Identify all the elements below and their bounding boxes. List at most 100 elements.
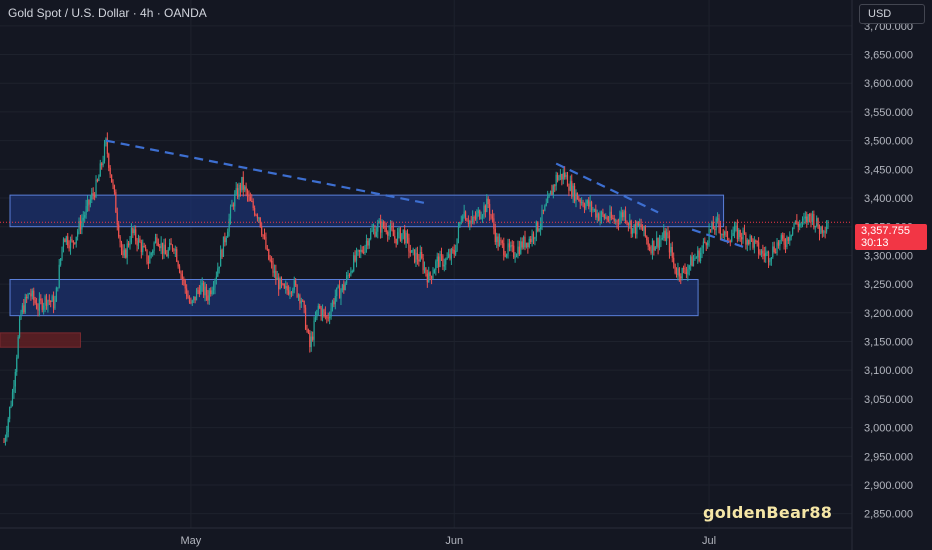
candle-body xyxy=(370,231,372,240)
candle-body xyxy=(724,231,726,236)
candle-body xyxy=(682,267,685,269)
candle-body xyxy=(687,269,689,275)
candle-body xyxy=(506,254,508,257)
candle-body xyxy=(304,307,307,330)
candle-body xyxy=(381,221,383,233)
candle-body xyxy=(671,247,673,258)
candle-body xyxy=(712,222,714,230)
candle-body xyxy=(144,247,147,250)
candle-body xyxy=(698,250,700,261)
candle-body xyxy=(649,246,651,250)
candle-body xyxy=(270,260,273,263)
candle-body xyxy=(799,223,801,227)
candle-body xyxy=(820,226,822,234)
candle-body xyxy=(599,216,601,221)
candle-body xyxy=(176,249,178,262)
candle-body xyxy=(491,216,494,219)
candle-body xyxy=(33,290,35,300)
currency-selector[interactable]: USD xyxy=(859,4,925,24)
candle-body xyxy=(552,185,554,195)
candle-body xyxy=(266,248,268,250)
candle-body xyxy=(446,257,448,260)
candle-body xyxy=(421,251,423,258)
candle-body xyxy=(64,239,66,243)
candle-body xyxy=(351,271,353,273)
candle-body xyxy=(402,229,404,234)
candle-body xyxy=(293,280,295,290)
candle-body xyxy=(517,246,519,256)
candle-body xyxy=(711,222,713,231)
candle-body xyxy=(412,249,414,251)
candle-body xyxy=(75,236,77,244)
candle-body xyxy=(752,238,754,248)
candle-body xyxy=(670,247,672,253)
candle-body xyxy=(319,305,321,308)
candle-body xyxy=(472,217,474,223)
candle-body xyxy=(79,221,82,230)
candle-body xyxy=(632,228,634,234)
candle-body xyxy=(224,236,226,243)
candle-body xyxy=(653,240,655,251)
candle-body xyxy=(246,190,249,197)
candle-body xyxy=(208,290,210,301)
support-resistance-zone xyxy=(9,278,699,317)
candle-body xyxy=(11,392,14,406)
candle-body xyxy=(770,257,772,261)
candle-body xyxy=(821,226,823,233)
candle-body xyxy=(111,174,113,183)
candle-body xyxy=(508,243,511,248)
candle-body xyxy=(299,295,301,304)
candle-body xyxy=(578,199,580,201)
candle-body xyxy=(143,245,145,248)
candle-body xyxy=(772,246,774,258)
y-tick-label: 3,000.000 xyxy=(864,423,913,435)
candle-body xyxy=(191,300,193,303)
candle-body xyxy=(17,337,19,358)
candle-body xyxy=(775,252,777,254)
candle-body xyxy=(122,250,124,256)
candle-body xyxy=(538,229,540,231)
candle-body xyxy=(590,201,593,211)
candle-body xyxy=(235,188,237,195)
candle-body xyxy=(303,300,305,308)
candle-body xyxy=(480,217,482,219)
candle-body xyxy=(81,220,83,230)
candle-body xyxy=(742,230,744,240)
candle-body xyxy=(665,232,668,241)
candle-body xyxy=(181,273,183,279)
candle-body xyxy=(374,229,376,237)
candle-body xyxy=(413,249,416,263)
candle-body xyxy=(27,293,29,298)
candle-body xyxy=(88,199,90,205)
candle-body xyxy=(72,240,74,243)
candle-body xyxy=(241,176,243,191)
candle-body xyxy=(569,181,571,191)
candle-body xyxy=(749,235,751,245)
candle-body xyxy=(595,209,597,218)
candle-body xyxy=(581,202,583,204)
candle-body xyxy=(157,242,159,247)
candle-body xyxy=(827,222,829,227)
candle-body xyxy=(173,249,175,251)
candle-body xyxy=(813,214,815,228)
candle-body xyxy=(690,256,692,266)
candle-body xyxy=(609,211,611,221)
candle-body xyxy=(132,228,134,234)
candle-body xyxy=(310,336,312,348)
candle-body xyxy=(127,243,130,246)
candle-body xyxy=(135,229,137,241)
candle-body xyxy=(561,173,563,180)
candle-body xyxy=(391,225,393,230)
candle-body xyxy=(215,276,217,281)
candle-body xyxy=(760,250,763,255)
candle-body xyxy=(694,258,696,260)
candle-body xyxy=(193,296,195,301)
candle-body xyxy=(378,221,380,224)
candle-body xyxy=(153,242,155,252)
symbol-title[interactable]: Gold Spot / U.S. Dollar · 4h · OANDA xyxy=(8,6,207,20)
candle-body xyxy=(790,234,792,238)
candle-body xyxy=(214,280,216,288)
candle-body xyxy=(329,316,331,318)
candle-body xyxy=(78,221,80,232)
